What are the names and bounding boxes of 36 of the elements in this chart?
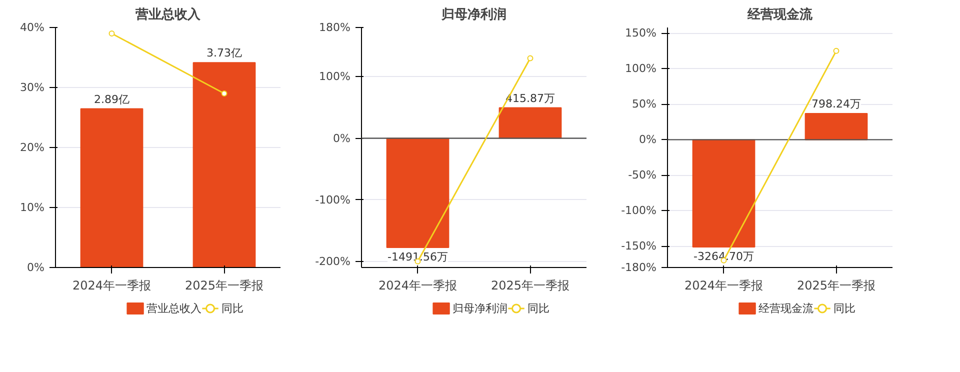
x-tick-label: 2025年一季报 <box>796 278 876 292</box>
y-tick-label: -100% <box>621 204 657 218</box>
x-tick-label: 2025年一季报 <box>184 278 264 292</box>
y-tick-label: 30% <box>20 81 45 94</box>
legend-label: 经营现金流 <box>758 302 814 315</box>
y-tick-label: 40% <box>20 21 45 34</box>
legend-label: 归母净利润 <box>452 302 508 315</box>
y-tick-label: 100% <box>319 70 351 84</box>
y-tick-label: 180% <box>319 21 351 34</box>
y-tick-label: -50% <box>628 168 657 182</box>
chart-title: 营业总收入 <box>134 6 202 22</box>
data-label: 2.89亿 <box>94 92 130 106</box>
legend-label: 同比 <box>833 302 856 315</box>
y-tick-label: 0% <box>333 132 350 145</box>
y-tick-label: 100% <box>625 62 657 76</box>
y-tick-label: -180% <box>621 261 657 274</box>
y-tick-label: 0% <box>27 261 44 274</box>
legend-label: 营业总收入 <box>146 302 202 315</box>
y-tick-label: 10% <box>20 201 45 214</box>
y-tick-label: 50% <box>632 98 657 111</box>
x-tick-label: 2024年一季报 <box>378 278 458 292</box>
x-tick-label: 2025年一季报 <box>490 278 570 292</box>
legend-label: 同比 <box>221 302 244 315</box>
y-tick-label: -200% <box>315 254 351 268</box>
y-tick-label: 20% <box>20 141 45 154</box>
legend-label: 同比 <box>527 302 550 315</box>
y-tick-label: -100% <box>315 193 351 206</box>
y-tick-label: 0% <box>639 133 656 146</box>
y-tick-label: 150% <box>625 26 657 40</box>
chart-title: 归母净利润 <box>440 6 506 22</box>
x-tick-label: 2024年一季报 <box>684 278 764 292</box>
chart-title: 经营现金流 <box>746 6 814 22</box>
y-tick-label: -150% <box>621 240 657 253</box>
x-tick-label: 2024年一季报 <box>72 278 152 292</box>
data-label: 798.24万 <box>812 97 862 110</box>
data-label: 3.73亿 <box>206 46 242 60</box>
